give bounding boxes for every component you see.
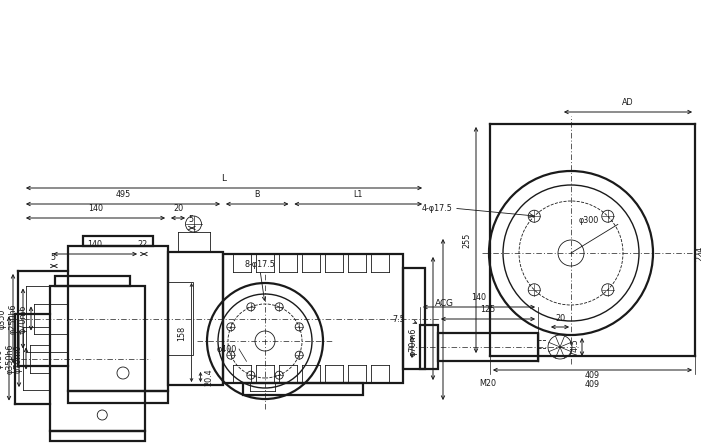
Bar [55, 276, 130, 286]
Text: 409: 409 [585, 380, 600, 389]
Text: φ70m6: φ70m6 [409, 328, 418, 356]
Text: L1: L1 [353, 190, 363, 199]
Bar [223, 254, 403, 383]
Text: 7.5: 7.5 [393, 315, 405, 325]
Text: 140: 140 [88, 240, 102, 249]
Text: 255: 255 [462, 232, 471, 248]
Text: 409: 409 [585, 371, 600, 380]
Text: M20: M20 [479, 379, 496, 388]
Text: AC: AC [435, 299, 447, 308]
Text: G: G [445, 299, 452, 308]
Bar [83, 236, 153, 246]
Text: φ250h6: φ250h6 [9, 303, 18, 334]
Bar [168, 282, 193, 355]
Text: 20: 20 [173, 204, 183, 213]
Text: 22: 22 [137, 240, 148, 249]
Text: 5: 5 [50, 253, 55, 262]
Text: φ70m6: φ70m6 [14, 344, 23, 373]
Bar [68, 246, 168, 391]
Bar [50, 286, 145, 431]
Bar [403, 268, 425, 369]
Text: 224: 224 [695, 245, 701, 260]
Text: φ450: φ450 [0, 348, 4, 369]
Text: φ350: φ350 [0, 308, 7, 329]
Text: 5: 5 [188, 215, 193, 224]
Text: φ350h6: φ350h6 [6, 343, 15, 374]
Text: 140: 140 [472, 293, 486, 302]
Text: φ70m6: φ70m6 [19, 304, 28, 333]
Text: 20.4: 20.4 [205, 368, 214, 386]
Text: L: L [222, 174, 226, 183]
Text: 4-φ17.5: 4-φ17.5 [421, 204, 452, 213]
Text: 125: 125 [480, 305, 496, 314]
Text: AD: AD [622, 98, 634, 107]
Bar [68, 391, 168, 403]
Bar [438, 333, 538, 361]
Bar [50, 431, 145, 441]
Text: 8-φ17.5: 8-φ17.5 [245, 260, 275, 269]
Bar [243, 383, 363, 395]
Bar [420, 325, 438, 369]
Text: φ400: φ400 [217, 344, 237, 354]
Text: 74.5: 74.5 [570, 338, 579, 356]
Bar [168, 252, 223, 385]
Text: B: B [254, 190, 260, 199]
Text: 140: 140 [88, 204, 103, 213]
Text: 495: 495 [116, 190, 130, 199]
Text: 158: 158 [177, 326, 186, 341]
Text: φ300: φ300 [579, 216, 599, 225]
Text: 20: 20 [555, 314, 565, 323]
